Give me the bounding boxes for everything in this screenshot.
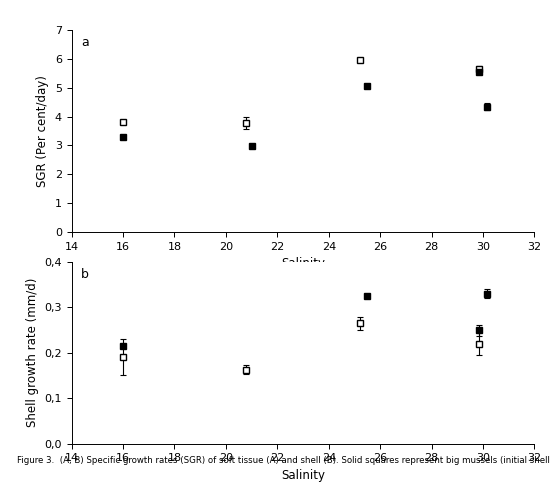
X-axis label: Salinity: Salinity — [281, 257, 325, 270]
Text: a: a — [81, 36, 89, 49]
Text: b: b — [81, 268, 89, 281]
Y-axis label: Shell growth rate (mm/d): Shell growth rate (mm/d) — [26, 278, 39, 427]
X-axis label: Salinity: Salinity — [281, 469, 325, 482]
Text: Figure 3.  (A, B) Specific growth rates (SGR) of soft tissue (A) and shell (B). : Figure 3. (A, B) Specific growth rates (… — [17, 456, 551, 465]
Y-axis label: SGR (Per cent/day): SGR (Per cent/day) — [36, 75, 49, 187]
